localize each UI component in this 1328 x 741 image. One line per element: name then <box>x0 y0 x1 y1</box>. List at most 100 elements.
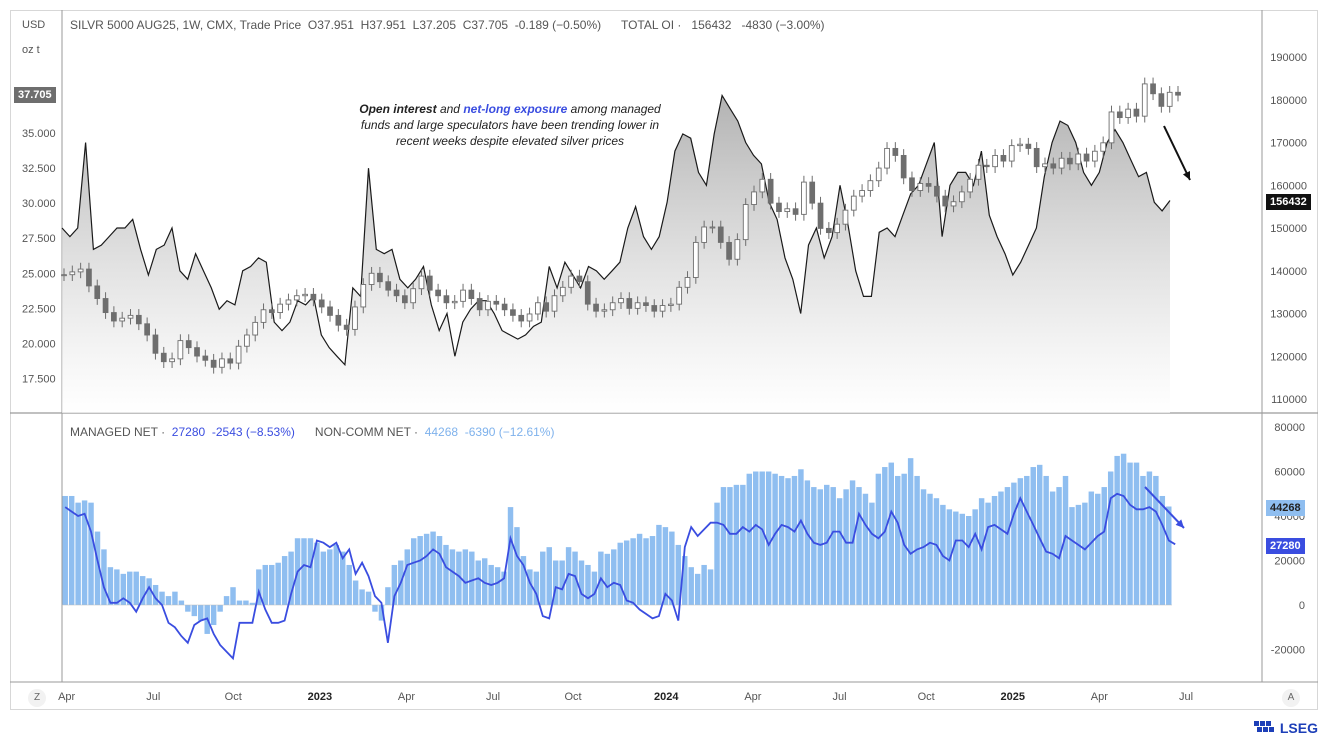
candle-body <box>169 358 175 363</box>
noncomm-bar <box>933 498 940 605</box>
candle-body <box>318 299 325 308</box>
noncomm-bar <box>256 569 262 605</box>
noncomm-bar <box>546 547 552 605</box>
noncomm-bar <box>1017 478 1024 605</box>
noncomm-bar <box>623 540 630 605</box>
noncomm-bar <box>901 473 907 605</box>
candle-body <box>842 209 849 225</box>
candle-body <box>468 289 475 299</box>
noncomm-change: -6390 (−12.61%) <box>464 425 555 439</box>
candle-body <box>310 293 317 301</box>
candle-body <box>518 314 525 322</box>
auto-scale-button[interactable]: A <box>1282 689 1300 707</box>
noncomm-bar <box>669 531 675 605</box>
annotation-line3: recent weeks despite elevated silver pri… <box>395 134 625 148</box>
x-tick-label: 2025 <box>1001 691 1025 703</box>
noncomm-bar <box>1075 504 1082 605</box>
candle-body <box>950 201 957 207</box>
oi-line <box>61 93 1171 367</box>
open-value: O37.951 <box>307 18 354 32</box>
x-tick-label: Oct <box>564 691 581 703</box>
candle-body <box>485 300 491 311</box>
noncomm-bar <box>1153 475 1159 605</box>
candle-body <box>277 303 283 314</box>
candle-body <box>385 281 392 291</box>
noncomm-bar <box>410 538 417 605</box>
net-down-arrow-head <box>1175 519 1184 528</box>
zoom-button[interactable]: Z <box>28 689 46 707</box>
noncomm-bar <box>533 571 540 605</box>
noncomm-bar <box>159 591 165 605</box>
noncomm-bar <box>1127 462 1133 605</box>
candle-body <box>94 285 101 299</box>
noncomm-bar <box>798 469 804 605</box>
candle-body <box>61 274 67 277</box>
candle-body <box>850 195 857 211</box>
candle-body <box>767 178 774 204</box>
oi-tick-label: 180000 <box>1270 95 1307 107</box>
candle-body <box>435 289 441 297</box>
candle-body <box>892 147 899 156</box>
annotation-open-interest: Open interest <box>359 102 437 116</box>
noncomm-bar <box>817 489 824 605</box>
change-value: -0.189 (−0.50%) <box>514 18 602 32</box>
noncomm-bar <box>275 562 281 605</box>
noncomm-bar <box>359 589 365 605</box>
x-tick-label: Apr <box>58 691 75 703</box>
noncomm-bar <box>333 544 339 605</box>
candle-body <box>377 272 383 283</box>
noncomm-bar <box>1133 462 1140 605</box>
candle-body <box>618 298 624 304</box>
candle-body <box>194 347 200 357</box>
noncomm-bar <box>1062 475 1069 605</box>
noncomm-bar <box>617 542 623 605</box>
candle-body <box>668 303 674 307</box>
candle-body <box>568 275 574 288</box>
noncomm-bar <box>346 564 352 605</box>
noncomm-bar <box>953 511 959 605</box>
close-value: C37.705 <box>462 18 509 32</box>
noncomm-bar <box>765 471 772 605</box>
noncomm-bar <box>1088 491 1095 605</box>
candle-body <box>244 334 250 347</box>
candle-body <box>1108 111 1115 144</box>
noncomm-bar <box>365 591 372 605</box>
candle-body <box>1017 143 1023 147</box>
oi-tick-label: 150000 <box>1270 223 1307 235</box>
candle-body <box>925 183 932 187</box>
candle-body <box>1050 163 1057 169</box>
candle-body <box>726 241 732 260</box>
noncomm-bar <box>120 573 127 605</box>
noncomm-bar <box>991 495 998 605</box>
noncomm-bar <box>656 524 662 605</box>
x-tick-label: Jul <box>832 691 846 703</box>
candle-body <box>684 277 691 288</box>
candle-body <box>1092 150 1098 162</box>
noncomm-bar <box>1140 475 1146 605</box>
candle-body <box>1075 153 1082 165</box>
noncomm-bar <box>236 600 243 605</box>
oi-down-arrow <box>1163 125 1191 181</box>
noncomm-bar <box>707 569 714 605</box>
price-tick-label: 30.000 <box>22 198 56 210</box>
candle-body <box>443 295 450 304</box>
candle-body <box>825 227 832 234</box>
noncomm-bar <box>217 605 223 612</box>
annotation-among: among managed <box>567 102 661 116</box>
noncomm-bar <box>914 475 920 605</box>
candle-body <box>776 202 782 213</box>
noncomm-bar <box>191 605 198 617</box>
candle-body <box>975 164 982 180</box>
noncomm-bar <box>733 484 740 605</box>
oi-tick-label: 110000 <box>1271 394 1307 406</box>
candle-body <box>410 288 417 304</box>
candle-body <box>1067 157 1073 165</box>
noncomm-bar <box>836 498 843 605</box>
candle-body <box>717 226 724 243</box>
lseg-logo: LSEG <box>1253 719 1318 737</box>
candle-body <box>460 289 466 302</box>
noncomm-bar <box>185 605 191 612</box>
noncomm-bar <box>772 473 778 605</box>
noncomm-bar <box>843 489 849 605</box>
